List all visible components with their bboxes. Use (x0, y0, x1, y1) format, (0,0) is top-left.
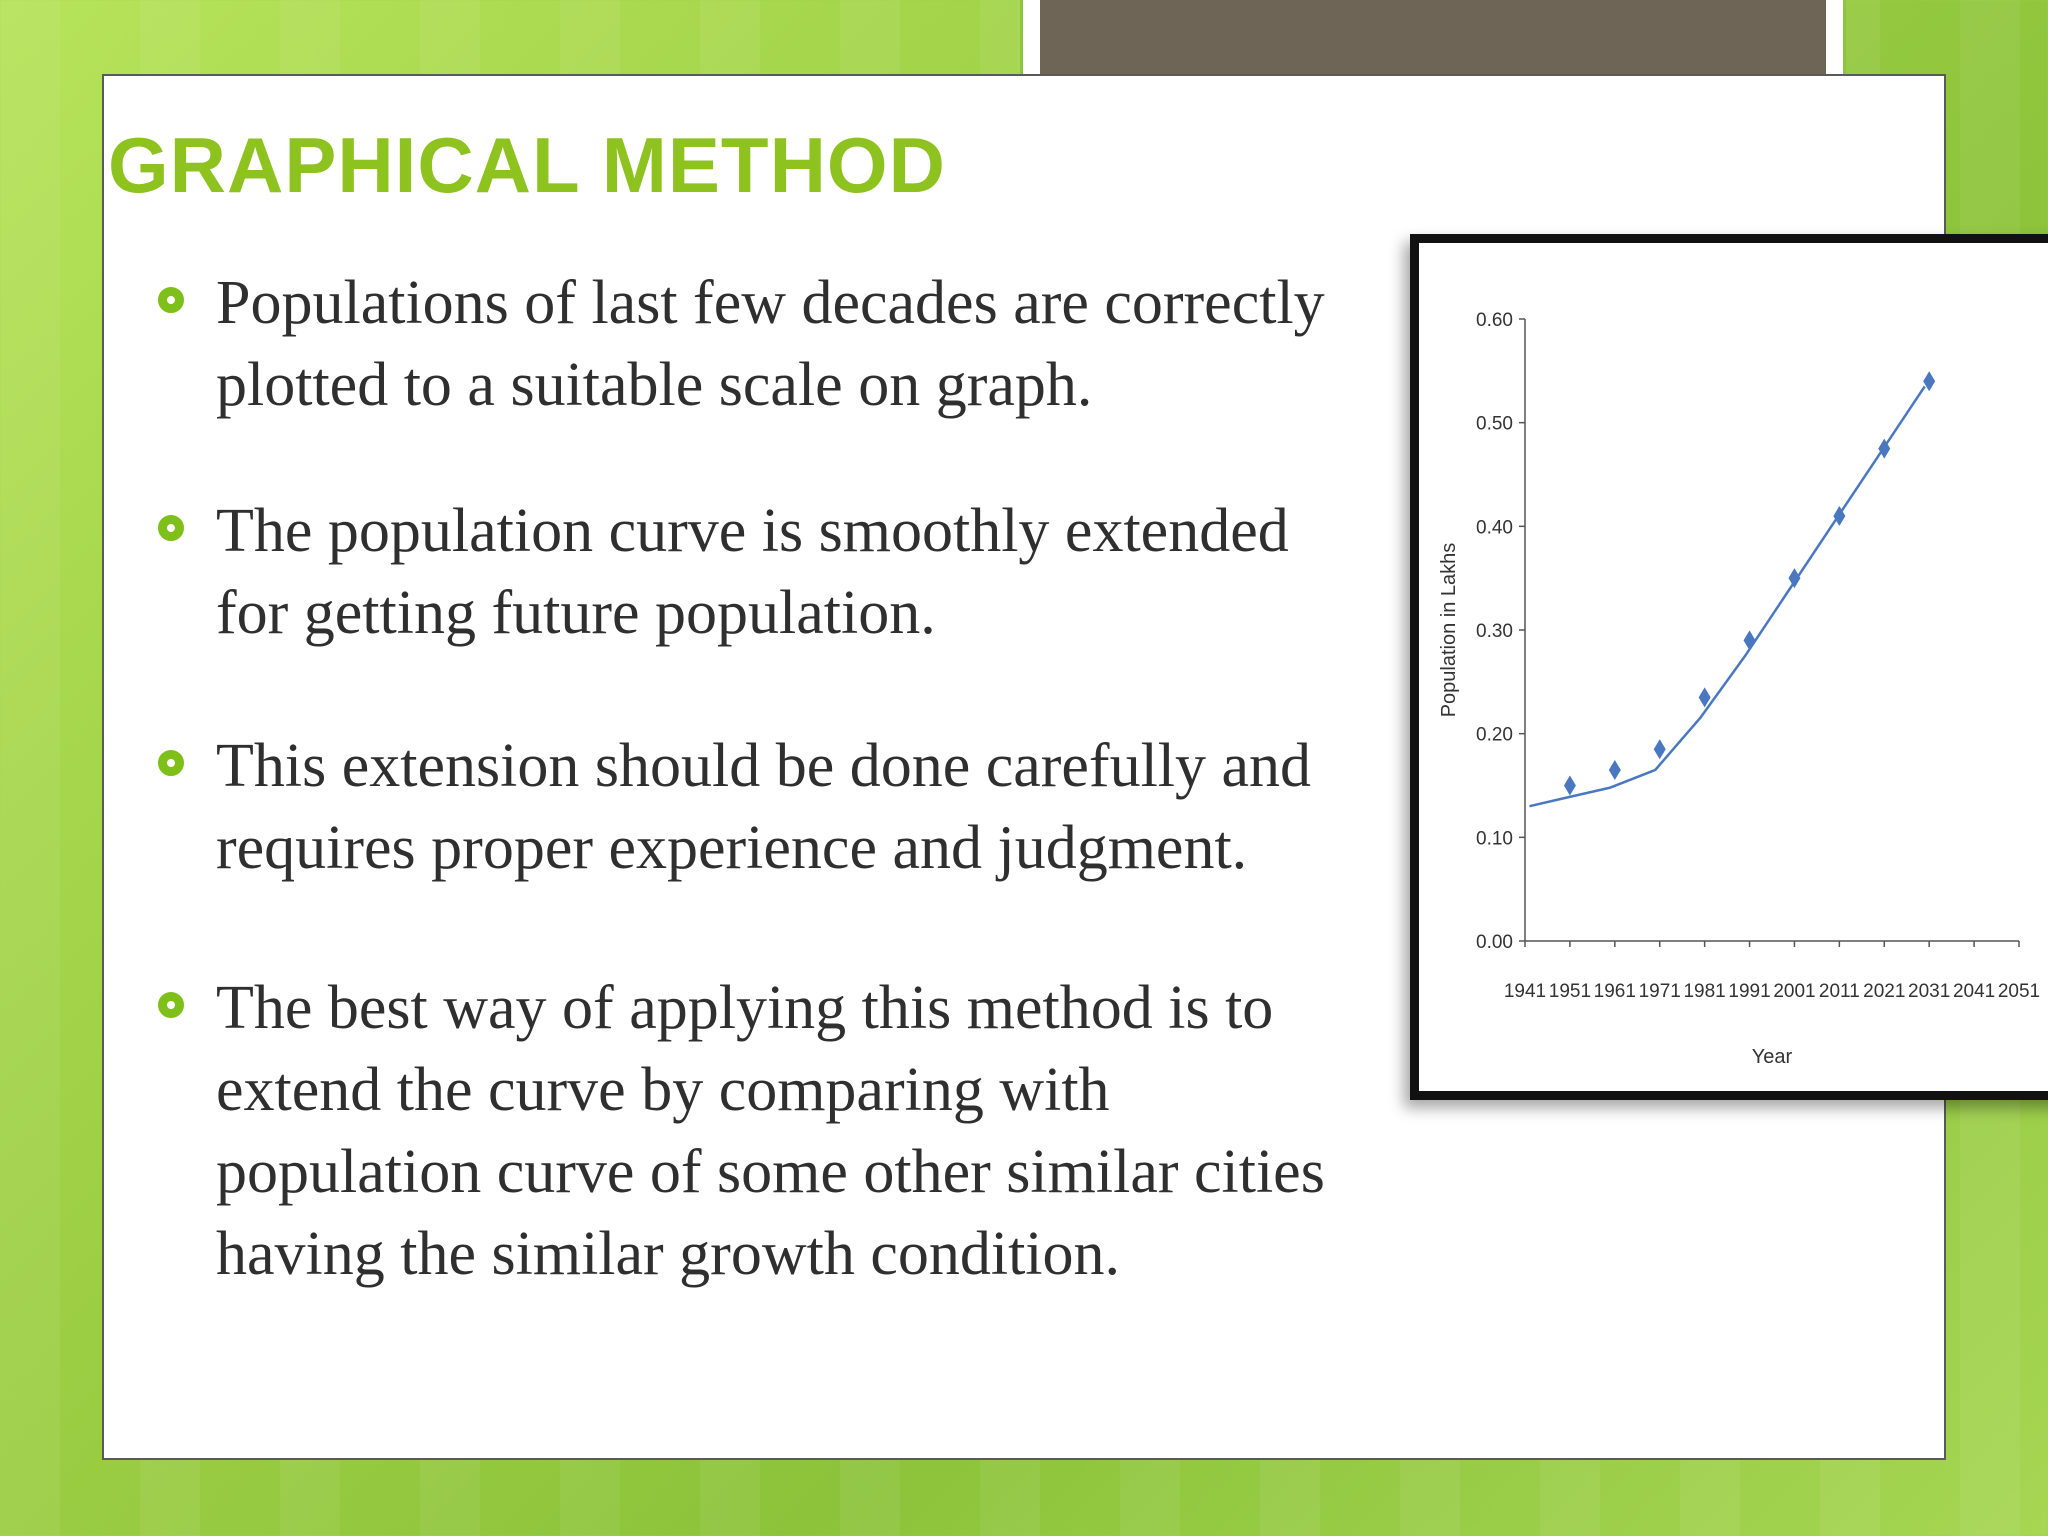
chart-trendline (1529, 385, 1926, 808)
bullet-ring-icon (158, 515, 184, 541)
y-axis-label: Population in Lakhs (1438, 543, 1460, 718)
y-tick-label: 0.10 (1476, 828, 1513, 849)
trendline-curve (1529, 385, 1926, 808)
x-tick-label: 1941 (1504, 981, 1546, 1002)
data-point (1923, 371, 1936, 392)
x-tick-label: 1971 (1639, 981, 1681, 1002)
y-tick-label: 0.50 (1476, 414, 1513, 435)
bullet-line: for getting future population. (216, 579, 936, 647)
chart-svg: 0.00 0.10 0.20 0.30 0.40 0.50 0.60 1941 1951 1961… (1438, 310, 2040, 1068)
data-point (1653, 739, 1666, 760)
y-tick-label: 0.60 (1476, 310, 1513, 331)
population-chart: 0.00 0.10 0.20 0.30 0.40 0.50 0.60 1941 1951 1961… (1410, 234, 2048, 1100)
x-tick-label: 2001 (1773, 981, 1815, 1002)
data-point (1788, 568, 1801, 589)
chart-axes (1524, 319, 2019, 942)
bullet-text-2: The population curve is smoothly extende… (216, 490, 1616, 654)
data-point (1563, 775, 1576, 796)
bullet-line: Populations of last few decades are corr… (216, 269, 1325, 337)
bullet-line: population curve of some other similar c… (216, 1138, 1325, 1206)
x-tick-label: 2031 (1908, 981, 1950, 1002)
x-tick-label: 2041 (1953, 981, 1995, 1002)
data-point (1833, 505, 1846, 526)
bullet-line: plotted to a suitable scale on graph. (216, 351, 1093, 419)
bullet-line: having the similar growth condition. (216, 1220, 1121, 1288)
chart-points (1563, 371, 1936, 796)
x-tick-label: 2021 (1863, 981, 1905, 1002)
y-tick-label: 0.30 (1476, 621, 1513, 642)
bullet-ring-icon (158, 750, 184, 776)
bullet-text-1: Populations of last few decades are corr… (216, 262, 1616, 426)
x-tick-label: 2011 (1819, 981, 1860, 1002)
y-tick-label: 0.20 (1476, 725, 1513, 746)
bullet-ring-icon (158, 287, 184, 313)
bullet-line: The population curve is smoothly extende… (216, 497, 1289, 565)
bullet-text-4: The best way of applying this method is … (216, 967, 1616, 1295)
bullet-text-3: This extension should be done carefully … (216, 725, 1616, 889)
y-tick-label: 0.00 (1476, 932, 1513, 953)
data-point (1743, 630, 1756, 651)
y-tick-label: 0.40 (1476, 517, 1513, 538)
x-tick-label: 1961 (1594, 981, 1636, 1002)
x-tick-label: 1981 (1683, 981, 1725, 1002)
bullet-ring-icon (158, 992, 184, 1018)
data-point (1608, 759, 1621, 780)
x-tick-label: 1951 (1549, 981, 1591, 1002)
bullet-line: extend the curve by comparing with (216, 1056, 1110, 1124)
data-point (1878, 438, 1891, 459)
slide-title: GRAPHICAL METHOD (108, 121, 946, 209)
bullet-line: The best way of applying this method is … (216, 974, 1274, 1042)
data-point (1698, 687, 1711, 708)
x-axis-label: Year (1752, 1046, 1793, 1068)
x-tick-label: 1991 (1728, 981, 1770, 1002)
bullet-line: requires proper experience and judgment. (216, 814, 1248, 882)
chart-ticks: 0.00 0.10 0.20 0.30 0.40 0.50 0.60 1941 1951 1961… (1476, 310, 2040, 1002)
bullet-line: This extension should be done carefully … (216, 732, 1312, 800)
x-tick-label: 2051 (1998, 981, 2040, 1002)
